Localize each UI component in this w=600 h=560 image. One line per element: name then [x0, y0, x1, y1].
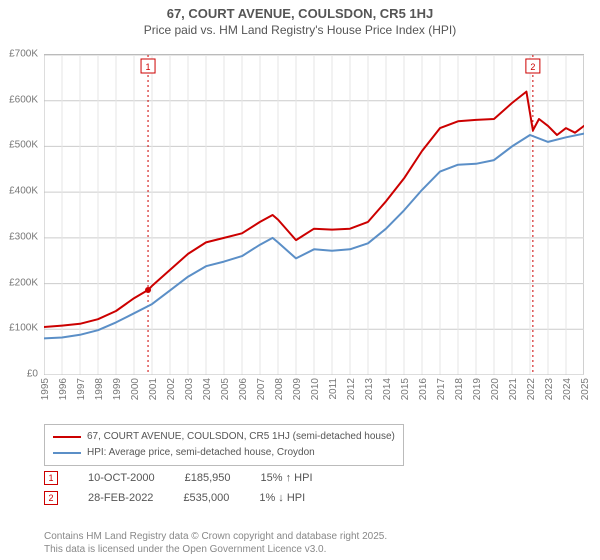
x-tick-label: 2008 — [274, 378, 285, 400]
x-tick-label: 1996 — [58, 378, 69, 400]
legend-label-hpi: HPI: Average price, semi-detached house,… — [87, 445, 315, 461]
x-tick-label: 2009 — [292, 378, 303, 400]
event-badge-2: 2 — [44, 491, 58, 505]
x-tick-label: 2025 — [580, 378, 591, 400]
y-tick-label: £0 — [27, 369, 38, 380]
x-tick-label: 2018 — [454, 378, 465, 400]
event-date-1: 10-OCT-2000 — [88, 468, 155, 488]
legend: 67, COURT AVENUE, COULSDON, CR5 1HJ (sem… — [44, 424, 404, 466]
event-price-1: £185,950 — [185, 468, 231, 488]
x-tick-label: 2006 — [238, 378, 249, 400]
legend-label-property: 67, COURT AVENUE, COULSDON, CR5 1HJ (sem… — [87, 429, 395, 445]
chart-container: 67, COURT AVENUE, COULSDON, CR5 1HJ Pric… — [0, 0, 600, 560]
footer-line-2: This data is licensed under the Open Gov… — [44, 543, 387, 556]
x-tick-label: 2015 — [400, 378, 411, 400]
x-tick-label: 1997 — [76, 378, 87, 400]
x-tick-label: 2004 — [202, 378, 213, 400]
x-tick-label: 2003 — [184, 378, 195, 400]
x-tick-label: 2024 — [562, 378, 573, 400]
x-tick-label: 2001 — [148, 378, 159, 400]
legend-item-hpi: HPI: Average price, semi-detached house,… — [53, 445, 395, 461]
footer-line-1: Contains HM Land Registry data © Crown c… — [44, 530, 387, 543]
event-row-2: 2 28-FEB-2022 £535,000 1% ↓ HPI — [44, 488, 313, 508]
y-tick-label: £400K — [9, 186, 38, 197]
footer: Contains HM Land Registry data © Crown c… — [44, 530, 387, 556]
x-tick-label: 2010 — [310, 378, 321, 400]
titles: 67, COURT AVENUE, COULSDON, CR5 1HJ Pric… — [0, 0, 600, 37]
x-tick-label: 1999 — [112, 378, 123, 400]
x-tick-label: 2019 — [472, 378, 483, 400]
x-tick-label: 2021 — [508, 378, 519, 400]
x-tick-label: 2002 — [166, 378, 177, 400]
event-rel-2: 1% ↓ HPI — [259, 488, 305, 508]
legend-item-property: 67, COURT AVENUE, COULSDON, CR5 1HJ (sem… — [53, 429, 395, 445]
y-tick-label: £300K — [9, 231, 38, 242]
y-tick-label: £600K — [9, 94, 38, 105]
x-tick-label: 2016 — [418, 378, 429, 400]
x-axis-ticks: 1995199619971998199920002001200220032004… — [44, 378, 584, 428]
y-tick-label: £100K — [9, 323, 38, 334]
y-tick-label: £200K — [9, 277, 38, 288]
event-date-2: 28-FEB-2022 — [88, 488, 153, 508]
x-tick-label: 2013 — [364, 378, 375, 400]
x-tick-label: 2011 — [328, 378, 339, 400]
x-tick-label: 2020 — [490, 378, 501, 400]
x-tick-label: 2005 — [220, 378, 231, 400]
title-subtitle: Price paid vs. HM Land Registry's House … — [0, 23, 600, 37]
x-tick-label: 2014 — [382, 378, 393, 400]
event-rel-1: 15% ↑ HPI — [261, 468, 313, 488]
x-tick-label: 2000 — [130, 378, 141, 400]
y-tick-label: £700K — [9, 49, 38, 60]
legend-swatch-hpi — [53, 452, 81, 454]
y-tick-label: £500K — [9, 140, 38, 151]
title-address: 67, COURT AVENUE, COULSDON, CR5 1HJ — [0, 6, 600, 21]
x-tick-label: 2007 — [256, 378, 267, 400]
plot-area: 12 — [44, 54, 584, 374]
svg-text:2: 2 — [530, 62, 535, 72]
x-tick-label: 2017 — [436, 378, 447, 400]
svg-text:1: 1 — [146, 62, 151, 72]
y-axis-ticks: £0£100K£200K£300K£400K£500K£600K£700K — [0, 54, 44, 374]
x-tick-label: 1995 — [40, 378, 51, 400]
x-tick-label: 2012 — [346, 378, 357, 400]
event-row-1: 1 10-OCT-2000 £185,950 15% ↑ HPI — [44, 468, 313, 488]
plot-svg: 12 — [44, 55, 584, 375]
event-table: 1 10-OCT-2000 £185,950 15% ↑ HPI 2 28-FE… — [44, 468, 313, 508]
legend-swatch-property — [53, 436, 81, 438]
event-price-2: £535,000 — [183, 488, 229, 508]
x-tick-label: 1998 — [94, 378, 105, 400]
x-tick-label: 2023 — [544, 378, 555, 400]
x-tick-label: 2022 — [526, 378, 537, 400]
event-badge-1: 1 — [44, 471, 58, 485]
